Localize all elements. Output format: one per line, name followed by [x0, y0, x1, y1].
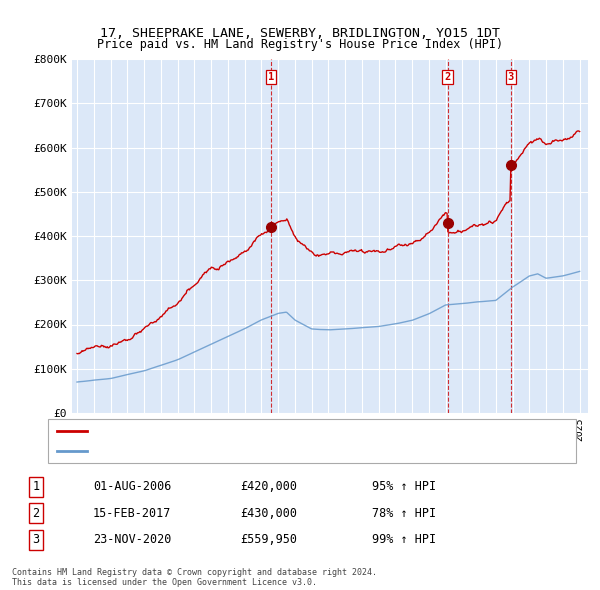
Text: £430,000: £430,000	[240, 507, 297, 520]
Text: £559,950: £559,950	[240, 533, 297, 546]
Text: 3: 3	[32, 533, 40, 546]
Text: HPI: Average price, detached house, East Riding of Yorkshire: HPI: Average price, detached house, East…	[92, 446, 444, 455]
Text: 1: 1	[268, 72, 274, 81]
Text: Contains HM Land Registry data © Crown copyright and database right 2024.
This d: Contains HM Land Registry data © Crown c…	[12, 568, 377, 587]
Text: 23-NOV-2020: 23-NOV-2020	[93, 533, 172, 546]
Text: 3: 3	[508, 72, 514, 81]
Text: 99% ↑ HPI: 99% ↑ HPI	[372, 533, 436, 546]
Text: £420,000: £420,000	[240, 480, 297, 493]
Text: 78% ↑ HPI: 78% ↑ HPI	[372, 507, 436, 520]
Text: 1: 1	[32, 480, 40, 493]
Text: 2: 2	[32, 507, 40, 520]
Text: 15-FEB-2017: 15-FEB-2017	[93, 507, 172, 520]
Text: Price paid vs. HM Land Registry's House Price Index (HPI): Price paid vs. HM Land Registry's House …	[97, 38, 503, 51]
Text: 01-AUG-2006: 01-AUG-2006	[93, 480, 172, 493]
Text: 17, SHEEPRAKE LANE, SEWERBY, BRIDLINGTON, YO15 1DT: 17, SHEEPRAKE LANE, SEWERBY, BRIDLINGTON…	[100, 27, 500, 40]
Text: 2: 2	[445, 72, 451, 81]
Text: 95% ↑ HPI: 95% ↑ HPI	[372, 480, 436, 493]
Text: 17, SHEEPRAKE LANE, SEWERBY, BRIDLINGTON, YO15 1DT (detached house): 17, SHEEPRAKE LANE, SEWERBY, BRIDLINGTON…	[92, 427, 485, 436]
